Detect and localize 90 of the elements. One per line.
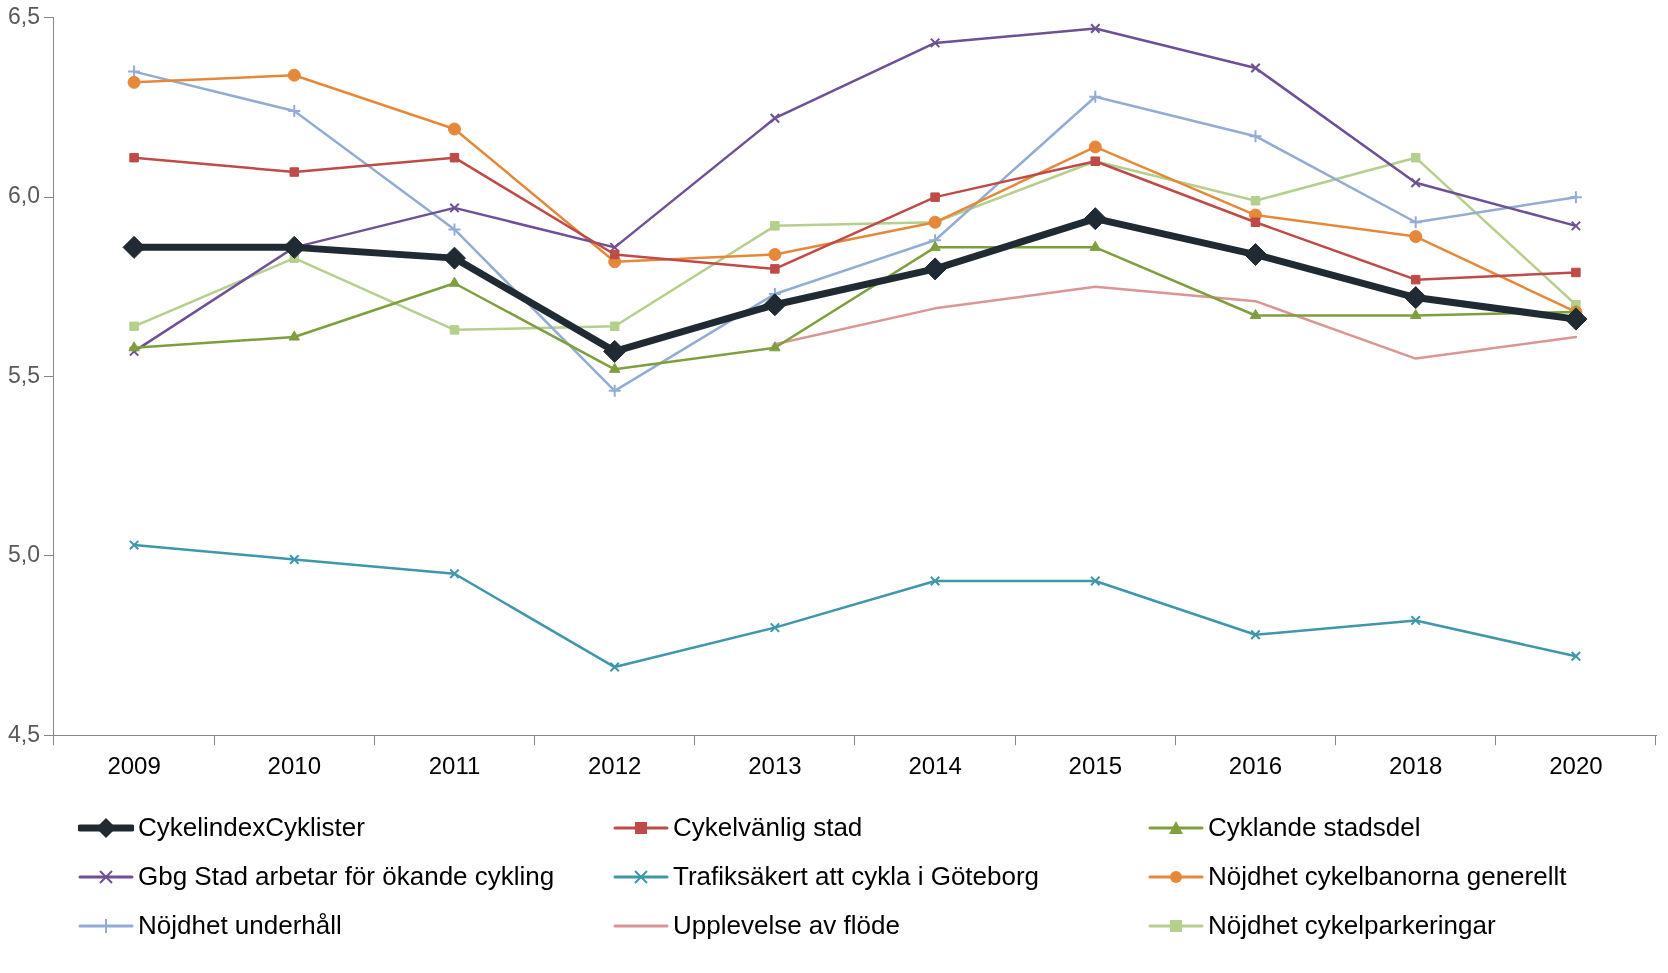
x-tick-label: 2018 [1389, 752, 1443, 780]
point [447, 122, 461, 136]
point [770, 264, 780, 274]
point [1243, 243, 1267, 267]
y-tick-label: 5,5 [7, 361, 40, 388]
point [1564, 307, 1588, 331]
point [603, 339, 627, 363]
point [1410, 309, 1422, 320]
y-tick-label: 6,5 [7, 3, 40, 30]
legend-label: Cykelvänlig stad [673, 812, 863, 843]
point [1250, 62, 1261, 74]
point [128, 341, 140, 352]
point [609, 242, 620, 253]
point [1408, 215, 1423, 230]
point [608, 362, 621, 373]
point [122, 235, 146, 259]
point [449, 152, 460, 163]
point [929, 575, 941, 587]
x-tick-label: 2013 [748, 752, 802, 780]
point [769, 622, 781, 633]
legend-label: Trafiksäkert att cykla i Göteborg [673, 861, 1040, 892]
point [128, 346, 140, 357]
point [287, 104, 302, 119]
x-tick-label: 2014 [908, 752, 962, 780]
point [282, 235, 306, 259]
point [1250, 217, 1261, 227]
point [1570, 220, 1582, 232]
point [923, 257, 947, 281]
point [1090, 575, 1101, 587]
point [1571, 267, 1581, 278]
point [288, 330, 300, 341]
point [287, 68, 301, 82]
point [609, 661, 620, 673]
point [930, 192, 940, 202]
point [763, 293, 787, 317]
point [607, 383, 622, 398]
point [127, 75, 141, 89]
point [1568, 190, 1583, 205]
x-tick-label: 2020 [1549, 752, 1603, 780]
point [1410, 177, 1421, 189]
legend-label: Nöjdhet cykelparkeringar [1208, 910, 1496, 941]
point [1088, 140, 1102, 154]
point [1248, 129, 1263, 144]
point [128, 539, 140, 551]
point [770, 221, 780, 231]
legend-label: Cyklande stadsdel [1208, 812, 1421, 843]
point [1410, 152, 1421, 163]
point [1090, 23, 1101, 34]
x-tick-label: 2010 [267, 752, 321, 780]
point [1570, 651, 1582, 662]
y-tick-label: 6,0 [7, 182, 40, 209]
point [929, 240, 941, 251]
point [1404, 286, 1428, 310]
legend-label: Nöjdhet cykelbanorna generellt [1208, 861, 1567, 892]
point [609, 321, 620, 332]
point [769, 112, 781, 124]
x-tick-label: 2012 [587, 752, 642, 780]
point [289, 167, 300, 177]
y-tick-label: 4,5 [7, 720, 40, 747]
point [442, 246, 466, 270]
point [1409, 230, 1423, 244]
point [769, 341, 781, 352]
x-tick-label: 2009 [107, 752, 161, 780]
legend-label: CykelindexCyklister [138, 812, 365, 843]
point [129, 152, 139, 163]
point [1250, 195, 1261, 206]
point [449, 202, 460, 214]
point [768, 248, 782, 262]
point [609, 249, 620, 260]
point [447, 222, 462, 237]
y-tick-label: 5,0 [7, 541, 40, 568]
legend-label: Upplevelse av flöde [673, 910, 900, 941]
legend-label: Gbg Stad arbetar för ökande cykling [138, 861, 555, 892]
point [1083, 207, 1107, 231]
legend-label: Nöjdhet underhåll [138, 910, 342, 941]
point [1410, 615, 1421, 626]
point [289, 554, 300, 565]
point [1089, 240, 1101, 251]
x-tick-label: 2016 [1228, 752, 1283, 780]
point [1410, 274, 1421, 285]
point [448, 276, 461, 287]
point [449, 568, 460, 580]
point [449, 325, 460, 335]
point [1249, 309, 1262, 320]
x-tick-label: 2011 [428, 752, 481, 780]
point [1088, 89, 1103, 104]
x-tick-label: 2015 [1068, 752, 1122, 780]
point [929, 37, 941, 49]
point [129, 321, 139, 332]
point [1250, 629, 1261, 641]
